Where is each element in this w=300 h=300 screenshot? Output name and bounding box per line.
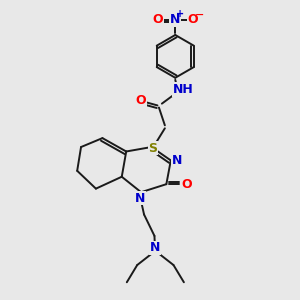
Text: N: N <box>135 192 146 205</box>
Text: N: N <box>170 13 181 26</box>
Text: N: N <box>172 154 182 167</box>
Text: O: O <box>188 13 198 26</box>
Text: NH: NH <box>173 83 194 96</box>
Text: O: O <box>182 178 193 191</box>
Text: N: N <box>150 241 160 254</box>
Text: S: S <box>148 142 158 155</box>
Text: O: O <box>135 94 146 107</box>
Text: O: O <box>153 13 163 26</box>
Text: +: + <box>176 9 184 19</box>
Text: −: − <box>195 10 205 20</box>
